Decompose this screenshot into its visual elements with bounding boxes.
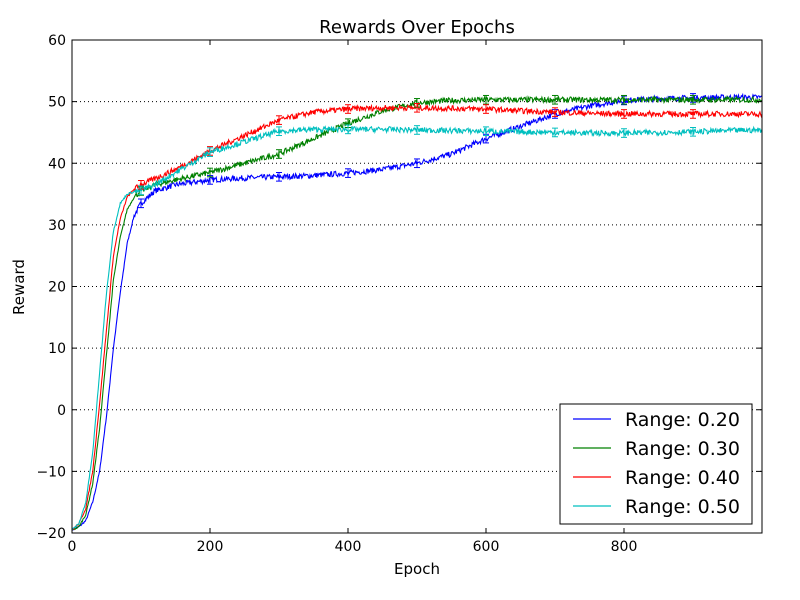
y-tick-label: 40 [48, 156, 66, 172]
legend-label-range-040: Range: 0.40 [625, 467, 740, 489]
legend-box [559, 403, 753, 525]
y-tick-label: 0 [57, 403, 66, 419]
legend-label-range-020: Range: 0.20 [625, 409, 740, 431]
y-tick-label: 50 [48, 95, 66, 111]
chart-title: Rewards Over Epochs [319, 17, 515, 38]
x-axis-title: Epoch [394, 560, 440, 578]
x-tick-label: 800 [611, 539, 638, 555]
y-tick-label: 10 [48, 341, 66, 357]
y-axis-title: Reward [10, 259, 28, 315]
x-tick-label: 600 [473, 539, 500, 555]
x-tick-label: 400 [335, 539, 362, 555]
legend: Range: 0.20 Range: 0.30 Range: 0.40 Rang… [559, 403, 753, 525]
y-tick-label: 20 [48, 280, 66, 296]
legend-label-range-050: Range: 0.50 [625, 496, 740, 518]
y-tick-label: −20 [36, 526, 66, 542]
y-tick-label: −10 [36, 464, 66, 480]
errorbar-layer [138, 93, 696, 209]
x-tick-label: 200 [197, 539, 224, 555]
y-tick-label: 60 [48, 33, 66, 49]
x-tick-label: 0 [68, 539, 77, 555]
legend-label-range-030: Range: 0.30 [625, 438, 740, 460]
y-tick-label: 30 [48, 218, 66, 234]
